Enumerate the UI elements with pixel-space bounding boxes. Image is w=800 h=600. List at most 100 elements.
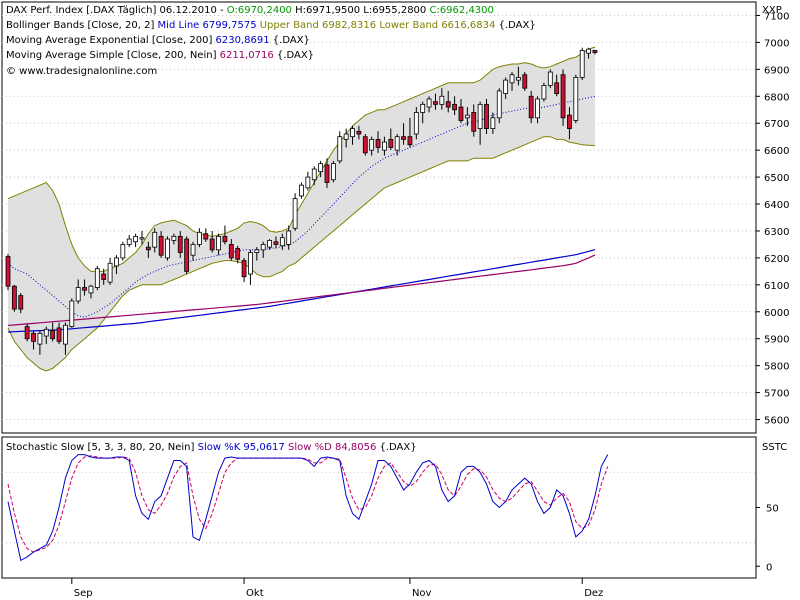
candle [196,228,202,248]
candle [394,133,400,156]
candle-body [63,324,68,345]
candle [177,230,183,258]
candle-body [171,235,177,241]
candle-body [337,136,343,162]
candle [452,96,458,116]
ema-200-line [7,249,596,333]
candle [267,239,272,250]
legend-sma: Moving Average Simple [Close, 200, Nein]… [6,50,314,61]
candle [439,88,445,110]
candle-body [190,244,196,256]
legend-bollinger: Bollinger Bands [Close, 20, 2] Mid Line … [6,20,536,31]
candle-body [388,138,394,148]
candle [292,193,298,231]
candle-body [324,164,330,183]
candle-body [407,136,413,146]
legend-title: DAX Perf. Index [.DAX Täglich] 06.12.201… [6,5,494,16]
candle-body [362,136,368,154]
stochastic-grid [2,471,756,544]
candle-body [267,239,272,248]
candle [260,241,266,258]
candle-body [579,50,585,78]
candle-body [216,235,221,251]
candle [516,66,521,86]
candle-body [145,246,151,251]
candle [330,160,336,183]
candle-body [420,103,426,113]
candle [433,93,438,110]
candle-body [43,328,49,337]
candle-body [401,136,406,140]
candle [228,239,234,261]
price-tick-label: 5800 [764,362,789,373]
candle-body [279,237,285,247]
price-tick-label: 6600 [764,146,789,157]
candle-body [107,262,113,283]
candle-body [260,244,266,251]
price-tick-label: 6400 [764,200,789,211]
candle [165,236,170,261]
candle [56,322,62,345]
candle-body [586,48,591,54]
candle [528,90,534,124]
price-legend: DAX Perf. Index [.DAX Täglich] 06.12.201… [6,5,536,77]
candle [279,233,285,250]
legend-website: © www.tradesignalonline.com [6,66,157,77]
candle [324,158,330,188]
candle-body [158,235,164,256]
candle [222,225,228,245]
price-tick-label: 7100 [764,11,789,22]
price-tick-label: 5900 [764,335,789,346]
candle-body [464,114,470,119]
candle-body [5,256,11,287]
candle [369,136,375,156]
candle [139,230,145,245]
candle-body [235,248,241,260]
candle [509,72,515,91]
candle [114,255,119,275]
moving-averages [7,249,596,333]
candle [503,77,509,99]
price-panel [1,1,757,434]
stochastic-axis-label: SSTC [762,442,787,453]
candle-body [139,237,145,240]
price-tick-label: 6200 [764,254,789,265]
candle [547,69,553,89]
candle-body [413,112,419,135]
stochastic-tick-label: 0 [766,562,772,573]
candle [203,228,209,242]
candle [567,107,572,140]
candle-body [592,50,598,53]
candle [94,265,100,291]
candle [75,279,81,304]
price-tick-label: 7000 [764,38,789,49]
candle [343,128,349,148]
price-tick-label: 6800 [764,92,789,103]
candle-body [490,117,496,130]
candle [413,107,419,140]
candle-body [196,231,202,245]
price-tick-label: 6900 [764,65,789,76]
candle-body [356,130,362,135]
candle-body [509,74,515,84]
candle-body [560,74,566,119]
x-tick-label: Sep [74,588,93,599]
candle [101,268,107,285]
candle [107,257,113,285]
candle [286,225,292,250]
candle-body [426,98,432,108]
candle [522,72,528,91]
candle [209,230,215,253]
candle-body [330,163,336,181]
candle [88,284,94,299]
candle [120,241,126,261]
candle [299,182,304,199]
x-tick-label: Nov [412,588,432,599]
candle [426,96,432,113]
candle-body [69,300,75,327]
bollinger-fill [8,47,595,371]
candle-body [56,327,62,342]
bollinger-upper-line [7,46,596,272]
candle-body [241,260,247,278]
candle-body [133,235,139,243]
